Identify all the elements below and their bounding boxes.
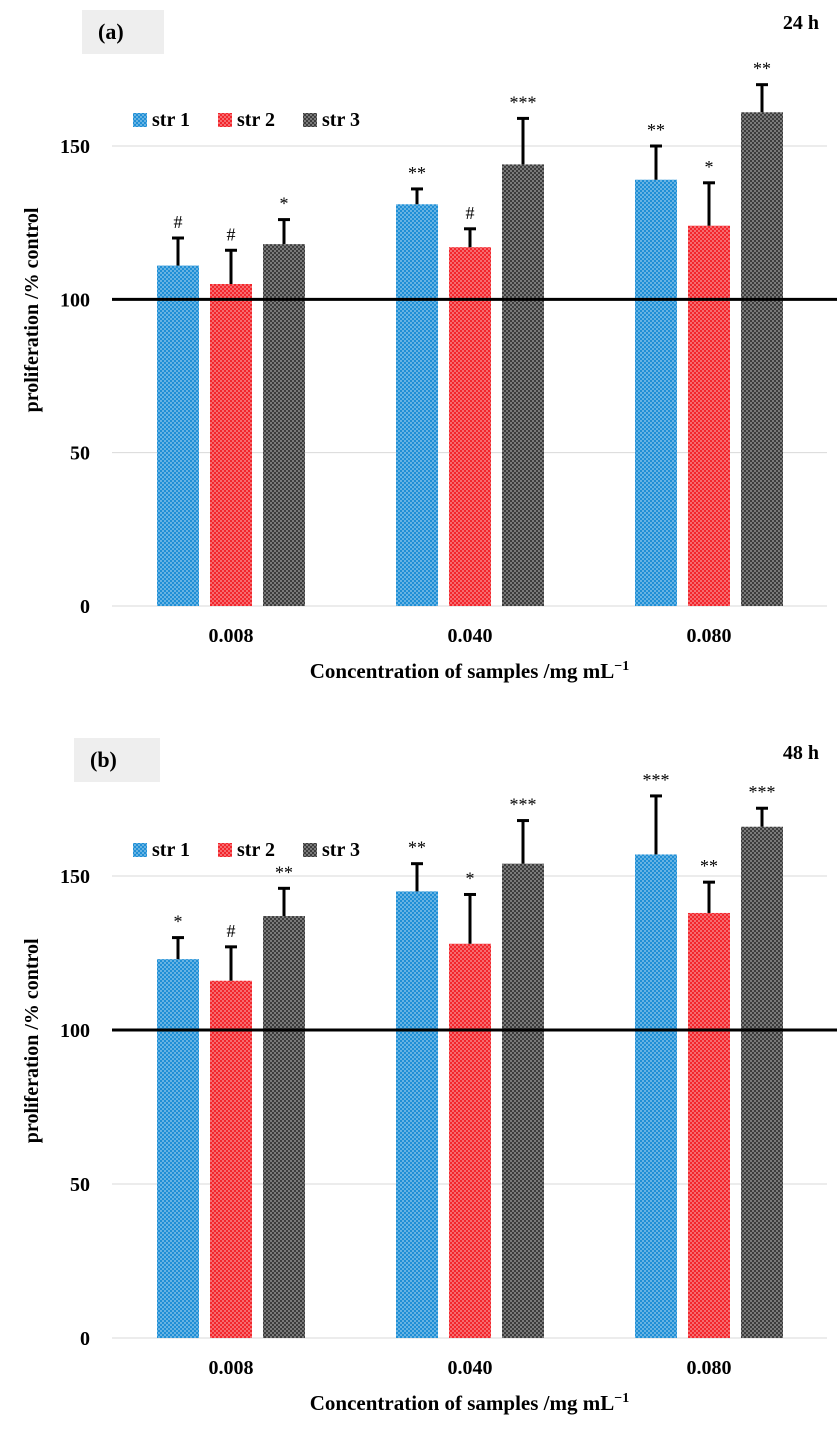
significance-label: ** [753, 59, 771, 79]
bar [688, 912, 730, 1338]
legend-swatch [133, 843, 147, 857]
significance-label: ** [700, 856, 718, 876]
significance-label: * [466, 868, 475, 888]
bar [210, 980, 252, 1338]
significance-label: *** [643, 770, 670, 790]
x-tick-label: 0.008 [209, 1357, 254, 1379]
bar [157, 959, 199, 1338]
significance-label: ** [647, 120, 665, 140]
y-tick-label: 100 [60, 1020, 90, 1042]
time-label: 24 h [782, 12, 819, 34]
panel-a: (a) 24 h 0 50 100 150 proliferation /% contr… [0, 0, 839, 700]
x-axis-label-superscript: −1 [614, 1391, 629, 1406]
x-tick-label: 0.080 [687, 625, 732, 647]
significance-label: *** [510, 92, 537, 112]
significance-label: # [466, 203, 475, 223]
significance-label: *** [510, 795, 537, 815]
significance-label: ** [275, 862, 293, 882]
bar [741, 826, 783, 1338]
bar [449, 943, 491, 1338]
legend-swatch [133, 113, 147, 127]
significance-label: ** [408, 838, 426, 858]
legend-label: str 2 [237, 109, 275, 131]
significance-label: # [174, 212, 183, 232]
legend-swatch [218, 113, 232, 127]
time-label: 48 h [782, 742, 819, 764]
x-tick-label: 0.080 [687, 1357, 732, 1379]
significance-label: # [227, 921, 236, 941]
significance-label: # [227, 224, 236, 244]
y-tick-label: 50 [70, 1174, 90, 1196]
significance-label: * [174, 912, 183, 932]
x-axis-label: Concentration of samples /mg mL−1 [310, 659, 629, 683]
significance-label: ** [408, 163, 426, 183]
chart-48h: 0 50 100 150 proliferation /% control * # ** 0.0… [21, 770, 837, 1415]
legend-label: str 1 [152, 839, 190, 861]
bar [635, 179, 677, 606]
bar [449, 247, 491, 606]
legend-label: str 1 [152, 109, 190, 131]
x-tick-label: 0.040 [448, 1357, 493, 1379]
bar [210, 284, 252, 606]
legend-label: str 2 [237, 839, 275, 861]
legend-swatch [218, 843, 232, 857]
y-tick-label: 50 [70, 443, 90, 465]
x-axis-label-superscript: −1 [614, 659, 629, 674]
panel-b: (b) 48 h 0 50 100 150 proliferation /% contr… [0, 730, 839, 1430]
bar [635, 854, 677, 1338]
y-tick-label: 150 [60, 136, 90, 158]
x-axis-label: Concentration of samples /mg mL−1 [310, 1391, 629, 1415]
legend-swatch [303, 113, 317, 127]
y-tick-label: 100 [60, 289, 90, 311]
bar [263, 916, 305, 1338]
bar [688, 225, 730, 606]
y-tick-label: 0 [80, 1328, 90, 1350]
significance-label: *** [749, 782, 776, 802]
bar [157, 265, 199, 606]
chart-24h: 0 50 100 150 proliferation /% control # # * 0.00… [21, 59, 837, 683]
bar [396, 891, 438, 1338]
x-tick-label: 0.008 [209, 625, 254, 647]
significance-label: * [705, 157, 714, 177]
bar [396, 204, 438, 606]
y-axis-label: proliferation /% control [21, 938, 43, 1143]
panel-label: (b) [74, 738, 160, 782]
bar [502, 164, 544, 606]
significance-label: * [280, 194, 289, 214]
legend-label: str 3 [322, 109, 360, 131]
legend-swatch [303, 843, 317, 857]
bar [502, 863, 544, 1338]
x-tick-label: 0.040 [448, 625, 493, 647]
legend-label: str 3 [322, 839, 360, 861]
bar [263, 244, 305, 606]
y-tick-label: 0 [80, 596, 90, 618]
y-tick-label: 150 [60, 866, 90, 888]
y-axis-label: proliferation /% control [21, 207, 43, 412]
panel-label: (a) [82, 10, 164, 54]
bar [741, 112, 783, 607]
